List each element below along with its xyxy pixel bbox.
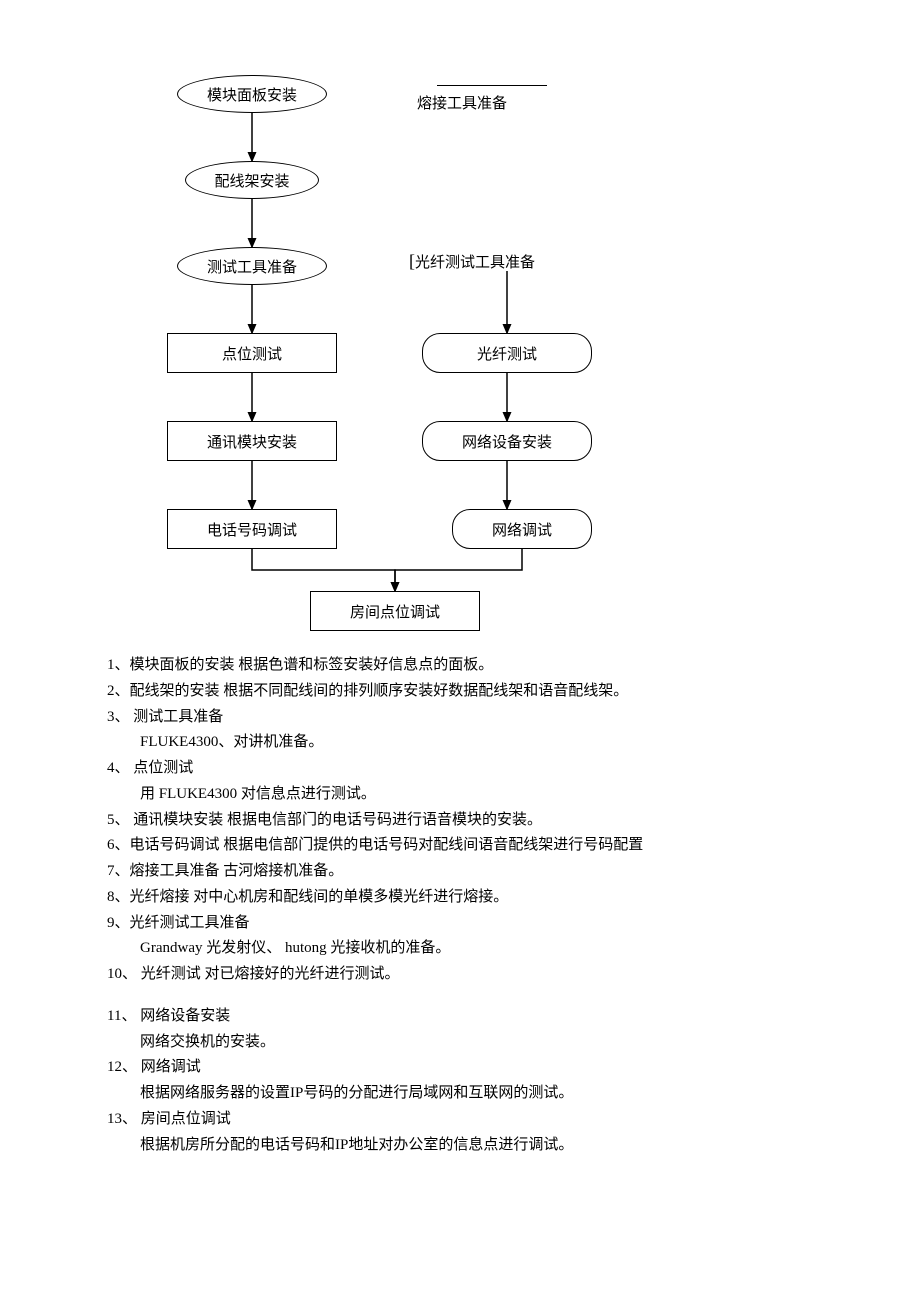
flowchart-node: 房间点位调试	[310, 591, 480, 631]
flowchart-node: 模块面板安装	[177, 75, 327, 113]
list-item: 4、 点位测试	[107, 756, 813, 781]
list-item-sub: 根据网络服务器的设置IP号码的分配进行局域网和互联网的测试。	[107, 1081, 813, 1106]
list-item: 12、 网络调试	[107, 1055, 813, 1080]
list-item: 3、 测试工具准备	[107, 705, 813, 730]
list-item: 9、光纤测试工具准备	[107, 911, 813, 936]
list-item-sub: 用 FLUKE4300 对信息点进行测试。	[107, 782, 813, 807]
flowchart-node: 熔接工具准备	[417, 85, 567, 105]
list-item-sub: 根据机房所分配的电话号码和IP地址对办公室的信息点进行调试。	[107, 1133, 813, 1158]
list-item-sub: Grandway 光发射仪、 hutong 光接收机的准备。	[107, 936, 813, 961]
flowchart-node: 网络设备安装	[422, 421, 592, 461]
list-item-sub: FLUKE4300、对讲机准备。	[107, 730, 813, 755]
list-item: 10、 光纤测试 对已熔接好的光纤进行测试。	[107, 962, 813, 987]
flowchart-node: 光纤测试	[422, 333, 592, 373]
list-item: 13、 房间点位调试	[107, 1107, 813, 1132]
flowchart-node: 测试工具准备	[177, 247, 327, 285]
flowchart-node: 配线架安装	[185, 161, 319, 199]
list-item: 1、模块面板的安装 根据色谱和标签安装好信息点的面板。	[107, 653, 813, 678]
flowchart-node: [光纤测试工具准备	[409, 251, 579, 271]
flowchart-node: 电话号码调试	[167, 509, 337, 549]
description-list: 1、模块面板的安装 根据色谱和标签安装好信息点的面板。 2、配线架的安装 根据不…	[107, 653, 813, 1157]
flowchart-node: 通讯模块安装	[167, 421, 337, 461]
list-item: 5、 通讯模块安装 根据电信部门的电话号码进行语音模块的安装。	[107, 808, 813, 833]
flowchart-node: 点位测试	[167, 333, 337, 373]
flowchart-node: 网络调试	[452, 509, 592, 549]
list-item: 6、电话号码调试 根据电信部门提供的电话号码对配线间语音配线架进行号码配置	[107, 833, 813, 858]
list-item: 8、光纤熔接 对中心机房和配线间的单模多模光纤进行熔接。	[107, 885, 813, 910]
flowchart-diagram: 模块面板安装配线架安装测试工具准备点位测试通讯模块安装电话号码调试 熔接工具准备 […	[107, 75, 813, 635]
list-item: 2、配线架的安装 根据不同配线间的排列顺序安装好数据配线架和语音配线架。	[107, 679, 813, 704]
list-item-sub: 网络交换机的安装。	[107, 1030, 813, 1055]
list-item: 11、 网络设备安装	[107, 1004, 813, 1029]
list-item: 7、熔接工具准备 古河熔接机准备。	[107, 859, 813, 884]
